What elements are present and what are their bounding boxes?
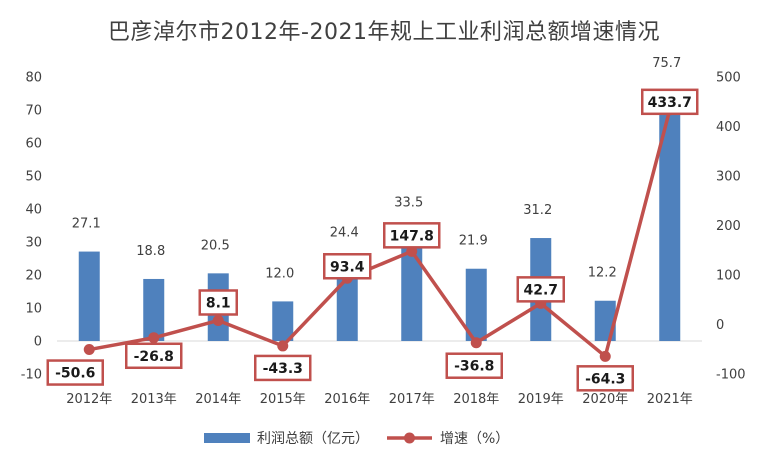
rate-label-box bbox=[383, 222, 441, 249]
x-tick-label: 2020年 bbox=[582, 392, 628, 407]
bar-value-label: 75.7 bbox=[652, 56, 681, 71]
x-tick-label: 2012年 bbox=[66, 392, 112, 407]
rate-line bbox=[88, 109, 672, 359]
rate-label-box bbox=[46, 359, 104, 386]
y-right-tick-label: 100 bbox=[716, 269, 741, 284]
rate-point bbox=[277, 340, 289, 352]
x-tick-label: 2016年 bbox=[324, 392, 370, 407]
rate-point bbox=[148, 332, 160, 344]
rate-label-box bbox=[198, 289, 238, 316]
bar-value-label: 21.9 bbox=[459, 234, 488, 249]
bar bbox=[78, 251, 100, 341]
rate-point bbox=[83, 344, 95, 356]
y-right-tick-label: -100 bbox=[716, 368, 746, 383]
y-left-tick-label: 80 bbox=[25, 71, 42, 86]
bar bbox=[143, 278, 165, 341]
bar bbox=[659, 91, 681, 341]
x-tick-label: 2017年 bbox=[389, 392, 435, 407]
legend-bar-label: 利润总额（亿元） bbox=[257, 431, 369, 447]
rate-label-box bbox=[125, 342, 183, 370]
rate-point bbox=[470, 337, 482, 349]
y-right-tick-label: 400 bbox=[716, 120, 741, 135]
y-left-tick-label: 20 bbox=[25, 269, 42, 284]
bar-value-label: 20.5 bbox=[201, 238, 230, 253]
y-right-tick-label: 500 bbox=[716, 71, 741, 86]
rate-label-box bbox=[254, 354, 312, 382]
bar-value-label: 31.2 bbox=[523, 203, 552, 218]
legend-line-marker bbox=[404, 432, 415, 444]
rate-label-box bbox=[576, 365, 634, 392]
y-left-tick-label: -10 bbox=[21, 368, 42, 383]
rate-point bbox=[599, 350, 611, 362]
y-left-tick-label: 50 bbox=[25, 170, 42, 185]
y-left-tick-label: 40 bbox=[25, 203, 42, 218]
x-tick-label: 2015年 bbox=[260, 392, 306, 407]
x-tick-label: 2019年 bbox=[518, 392, 564, 407]
rate-value-label: -50.6 bbox=[55, 366, 95, 382]
rate-value-label: 93.4 bbox=[330, 259, 365, 275]
y-left-tick-label: 60 bbox=[25, 137, 42, 152]
bar-value-label: 12.0 bbox=[265, 266, 294, 281]
y-left-tick-label: 0 bbox=[34, 335, 42, 350]
y-right-tick-label: 200 bbox=[716, 219, 741, 234]
rate-value-label: -64.3 bbox=[585, 371, 625, 387]
rate-label-box bbox=[323, 253, 372, 280]
rate-value-label: 42.7 bbox=[523, 282, 558, 298]
y-left-tick-label: 70 bbox=[25, 104, 42, 119]
rate-value-label: 147.8 bbox=[390, 228, 434, 244]
rate-label-box bbox=[641, 88, 699, 116]
y-left-tick-label: 10 bbox=[25, 302, 42, 317]
x-tick-label: 2018年 bbox=[453, 392, 499, 407]
bar bbox=[336, 260, 358, 341]
legend-bar-swatch bbox=[204, 433, 250, 443]
x-tick-label: 2013年 bbox=[131, 392, 177, 407]
y-right-tick-label: 0 bbox=[716, 318, 724, 333]
rate-value-label: 8.1 bbox=[206, 295, 231, 311]
rate-label-box bbox=[445, 352, 503, 379]
bar-value-label: 12.2 bbox=[588, 266, 617, 281]
rate-label-box bbox=[516, 276, 565, 303]
rate-point bbox=[212, 314, 224, 326]
bar bbox=[465, 268, 487, 341]
bar-value-label: 24.4 bbox=[330, 225, 359, 240]
bar-value-label: 27.1 bbox=[72, 217, 101, 232]
rate-value-label: 433.7 bbox=[648, 95, 692, 111]
y-right-tick-label: 300 bbox=[716, 170, 741, 185]
x-tick-label: 2014年 bbox=[195, 392, 241, 407]
rate-value-label: -26.8 bbox=[134, 349, 174, 365]
y-left-tick-label: 30 bbox=[25, 236, 42, 251]
rate-value-label: -36.8 bbox=[454, 359, 494, 375]
bar-value-label: 18.8 bbox=[136, 244, 165, 259]
x-tick-label: 2021年 bbox=[647, 392, 693, 407]
bar-value-label: 33.5 bbox=[394, 195, 423, 210]
bar bbox=[272, 301, 294, 341]
rate-value-label: -43.3 bbox=[263, 361, 303, 377]
chart-title: 巴彦淖尔市2012年-2021年规上工业利润总额增速情况 bbox=[108, 20, 660, 45]
legend-line-label: 增速（%） bbox=[440, 431, 509, 447]
